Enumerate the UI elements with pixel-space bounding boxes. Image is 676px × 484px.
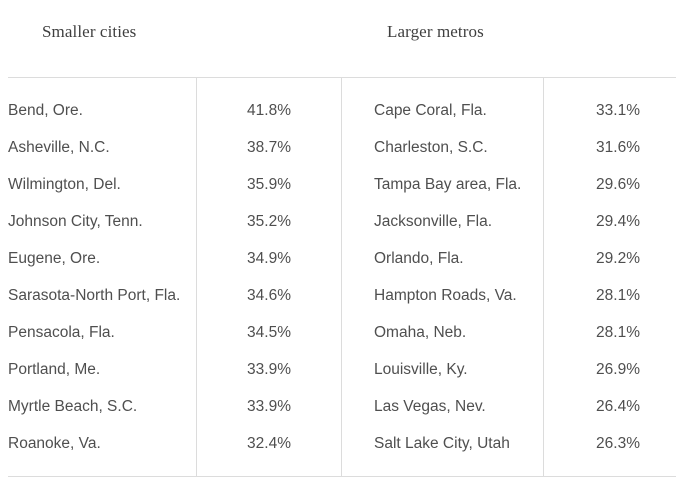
- metro-value: 31.6%: [596, 139, 640, 156]
- larger-metros-value-column: 33.1% 31.6% 29.6% 29.4% 29.2% 28.1% 28.1…: [544, 92, 640, 462]
- metro-value: 26.3%: [596, 435, 640, 452]
- smaller-cities-name-column: Bend, Ore. Asheville, N.C. Wilmington, D…: [8, 92, 193, 462]
- city-name: Pensacola, Fla.: [8, 324, 115, 341]
- city-value: 33.9%: [247, 361, 291, 378]
- city-name: Wilmington, Del.: [8, 176, 121, 193]
- city-value: 34.6%: [247, 287, 291, 304]
- metro-name: Cape Coral, Fla.: [374, 102, 487, 119]
- city-value: 35.9%: [247, 176, 291, 193]
- city-value: 33.9%: [247, 398, 291, 415]
- larger-metros-name-column: Cape Coral, Fla. Charleston, S.C. Tampa …: [374, 92, 542, 462]
- metro-value: 29.6%: [596, 176, 640, 193]
- city-name: Portland, Me.: [8, 361, 101, 378]
- city-value: 35.2%: [247, 213, 291, 230]
- column-divider: [196, 77, 197, 477]
- metro-name: Tampa Bay area, Fla.: [374, 176, 522, 193]
- section-divider: [341, 77, 342, 477]
- metro-name: Salt Lake City, Utah: [374, 435, 510, 452]
- metro-value: 29.4%: [596, 213, 640, 230]
- city-name: Myrtle Beach, S.C.: [8, 398, 138, 415]
- metro-name: Jacksonville, Fla.: [374, 213, 493, 230]
- metro-value: 28.1%: [596, 287, 640, 304]
- metro-name: Charleston, S.C.: [374, 139, 488, 156]
- city-value: 34.9%: [247, 250, 291, 267]
- metro-value: 26.9%: [596, 361, 640, 378]
- metro-name: Omaha, Neb.: [374, 324, 467, 341]
- metro-value: 28.1%: [596, 324, 640, 341]
- smaller-cities-value-column: 41.8% 38.7% 35.9% 35.2% 34.9% 34.6% 34.5…: [197, 92, 291, 462]
- city-name: Johnson City, Tenn.: [8, 213, 143, 230]
- metro-name: Orlando, Fla.: [374, 250, 464, 267]
- metro-name: Hampton Roads, Va.: [374, 287, 517, 304]
- city-name: Asheville, N.C.: [8, 139, 110, 156]
- city-value: 34.5%: [247, 324, 291, 341]
- header-smaller-cities: Smaller cities: [42, 22, 137, 41]
- column-divider: [543, 77, 544, 477]
- city-value: 38.7%: [247, 139, 291, 156]
- city-value: 41.8%: [247, 102, 291, 119]
- metro-value: 26.4%: [596, 398, 640, 415]
- city-name: Eugene, Ore.: [8, 250, 101, 267]
- metro-name: Las Vegas, Nev.: [374, 398, 486, 415]
- metro-name: Louisville, Ky.: [374, 361, 468, 378]
- city-name: Sarasota-North Port, Fla.: [8, 287, 181, 304]
- table-top-rule: [8, 77, 676, 78]
- header-larger-metros: Larger metros: [387, 22, 484, 41]
- metro-value: 29.2%: [596, 250, 640, 267]
- metro-value: 33.1%: [596, 102, 640, 119]
- city-value: 32.4%: [247, 435, 291, 452]
- table-bottom-rule: [8, 476, 676, 477]
- city-name: Bend, Ore.: [8, 102, 83, 119]
- city-name: Roanoke, Va.: [8, 435, 101, 452]
